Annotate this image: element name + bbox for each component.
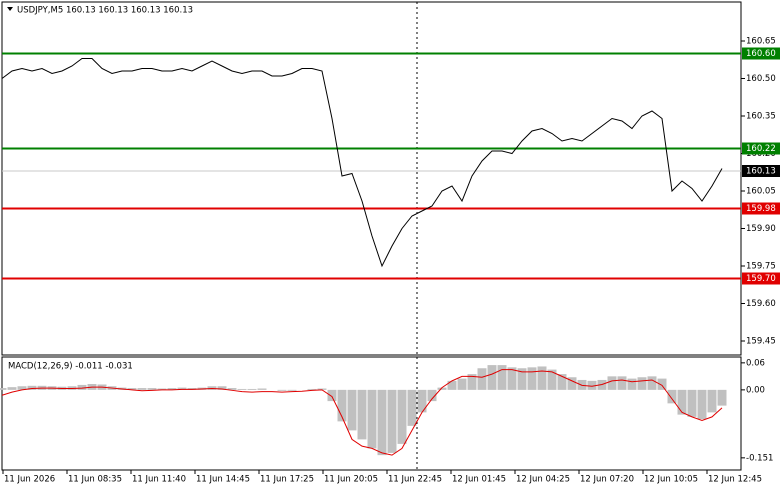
macd-bar [217, 386, 227, 390]
macd-bar [687, 389, 697, 417]
macd-bar [527, 367, 537, 390]
level-label: 160.60 [746, 49, 776, 59]
y-tick-label: 159.60 [746, 299, 776, 309]
macd-bar [167, 388, 177, 390]
x-tick-label: 11 Jun 11:40 [132, 475, 186, 485]
current-price-box [742, 165, 780, 177]
macd-bar [427, 389, 437, 402]
x-tick-label: 12 Jun 04:25 [516, 475, 570, 485]
macd-bar [567, 377, 577, 390]
macd-bar [697, 389, 707, 420]
macd-bar [617, 376, 627, 390]
macd-bar [287, 389, 297, 391]
price-title: USDJPY,M5 160.13 160.13 160.13 160.13 [17, 6, 193, 16]
macd-pane [1, 356, 742, 471]
macd-bar [0, 388, 7, 390]
macd-bar [347, 389, 357, 431]
macd-bar [327, 389, 337, 402]
macd-bar [277, 389, 287, 391]
macd-bar [157, 388, 167, 390]
macd-bar [487, 365, 497, 390]
macd-bar [547, 369, 557, 390]
macd-bar [77, 384, 87, 390]
x-tick-label: 12 Jun 12:45 [708, 475, 762, 485]
macd-bar [127, 388, 137, 390]
level-label: 159.98 [746, 204, 776, 214]
macd-bar [497, 365, 507, 390]
macd-bar [367, 389, 377, 449]
macd-bar [607, 376, 617, 390]
macd-bar [7, 387, 17, 390]
macd-bar [247, 388, 257, 390]
x-tick-label: 12 Jun 07:20 [580, 475, 634, 485]
macd-bar [557, 374, 567, 390]
x-tick-label: 11 Jun 20:05 [324, 475, 378, 485]
level-label: 159.70 [746, 274, 776, 284]
level-box [742, 142, 780, 155]
x-tick-label: 12 Jun 01:45 [452, 475, 506, 485]
y-tick-label: 0.00 [746, 385, 765, 395]
macd-bar [587, 380, 597, 390]
menu-arrow [7, 7, 13, 11]
macd-bar [237, 388, 247, 390]
macd-bar [387, 389, 397, 453]
macd-bar [377, 389, 387, 456]
current-price-label: 160.13 [746, 167, 776, 177]
macd-bar [657, 378, 667, 390]
macd-bar [467, 374, 477, 390]
x-tick-label: 11 Jun 08:35 [68, 475, 122, 485]
y-tick-label: 160.35 [746, 112, 776, 122]
signal-line [1, 369, 723, 456]
x-tick-label: 12 Jun 10:05 [644, 475, 698, 485]
level-box [742, 272, 780, 285]
y-tick-label: 160.65 [746, 37, 776, 47]
macd-bar [627, 378, 637, 390]
price-line [1, 58, 723, 268]
y-tick-label: 160.05 [746, 187, 776, 197]
macd-bar [397, 389, 407, 444]
macd-bar [437, 387, 447, 390]
macd-bar [447, 380, 457, 390]
macd-bar [177, 387, 187, 390]
y-tick-label: 160.50 [746, 74, 776, 84]
macd-bar [707, 389, 717, 413]
macd-bar [457, 378, 467, 390]
macd-bar [677, 389, 687, 415]
y-tick-label: 0.06 [746, 358, 765, 368]
macd-bar [27, 385, 37, 390]
macd-bar [407, 389, 417, 426]
y-tick-label: 159.75 [746, 262, 776, 272]
x-tick-label: 11 Jun 14:45 [196, 475, 250, 485]
level-label: 160.22 [746, 144, 776, 154]
level-box [742, 47, 780, 60]
macd-bar [507, 367, 517, 390]
level-box [742, 202, 780, 215]
macd-bar [477, 368, 487, 390]
x-tick-label: 11 Jun 22:45 [388, 475, 442, 485]
macd-bar [337, 389, 347, 422]
macd-title: MACD(12,26,9) -0.011 -0.031 [8, 362, 133, 372]
macd-bar [647, 376, 657, 390]
y-tick-label: -0.151 [746, 453, 773, 463]
price-pane [1, 1, 742, 356]
x-tick-label: 11 Jun 17:25 [260, 475, 314, 485]
x-tick-label: 11 Jun 2026 [4, 475, 55, 485]
macd-bar [637, 377, 647, 390]
macd-bar [147, 388, 157, 390]
macd-bar [667, 389, 677, 404]
macd-bar [257, 388, 267, 390]
macd-bar [317, 388, 327, 390]
macd-bar [537, 366, 547, 390]
macd-bar [17, 386, 27, 390]
macd-bar [137, 388, 147, 390]
y-tick-label: 159.90 [746, 224, 776, 234]
macd-bar [417, 389, 427, 413]
macd-bar [307, 388, 317, 390]
y-tick-label: 159.45 [746, 337, 776, 347]
macd-bar [517, 368, 527, 390]
macd-bar [357, 389, 367, 440]
macd-bar [227, 388, 237, 390]
macd-bar [717, 389, 727, 406]
